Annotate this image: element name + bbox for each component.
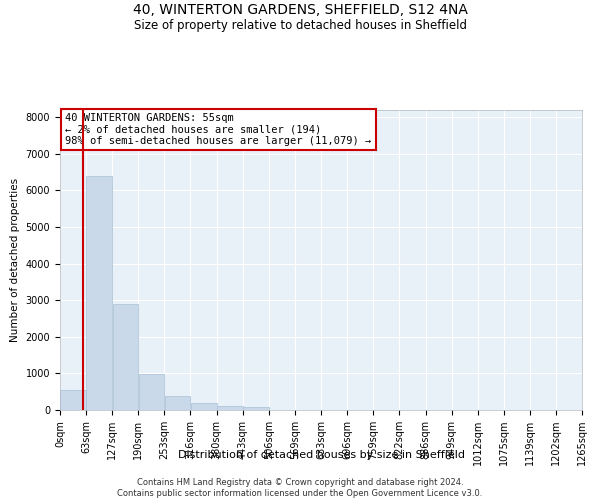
Bar [86, 176, 112, 410]
Bar [191, 404, 217, 410]
Text: Size of property relative to detached houses in Sheffield: Size of property relative to detached ho… [133, 19, 467, 32]
Text: 40 WINTERTON GARDENS: 55sqm
← 2% of detached houses are smaller (194)
98% of sem: 40 WINTERTON GARDENS: 55sqm ← 2% of deta… [65, 113, 371, 146]
Bar [139, 374, 164, 410]
Bar [243, 408, 269, 410]
Bar [113, 304, 139, 410]
Y-axis label: Number of detached properties: Number of detached properties [10, 178, 20, 342]
Bar [164, 396, 190, 410]
Text: 40, WINTERTON GARDENS, SHEFFIELD, S12 4NA: 40, WINTERTON GARDENS, SHEFFIELD, S12 4N… [133, 2, 467, 16]
Text: Distribution of detached houses by size in Sheffield: Distribution of detached houses by size … [178, 450, 464, 460]
Bar [217, 406, 242, 410]
Bar [60, 390, 86, 410]
Text: Contains HM Land Registry data © Crown copyright and database right 2024.
Contai: Contains HM Land Registry data © Crown c… [118, 478, 482, 498]
